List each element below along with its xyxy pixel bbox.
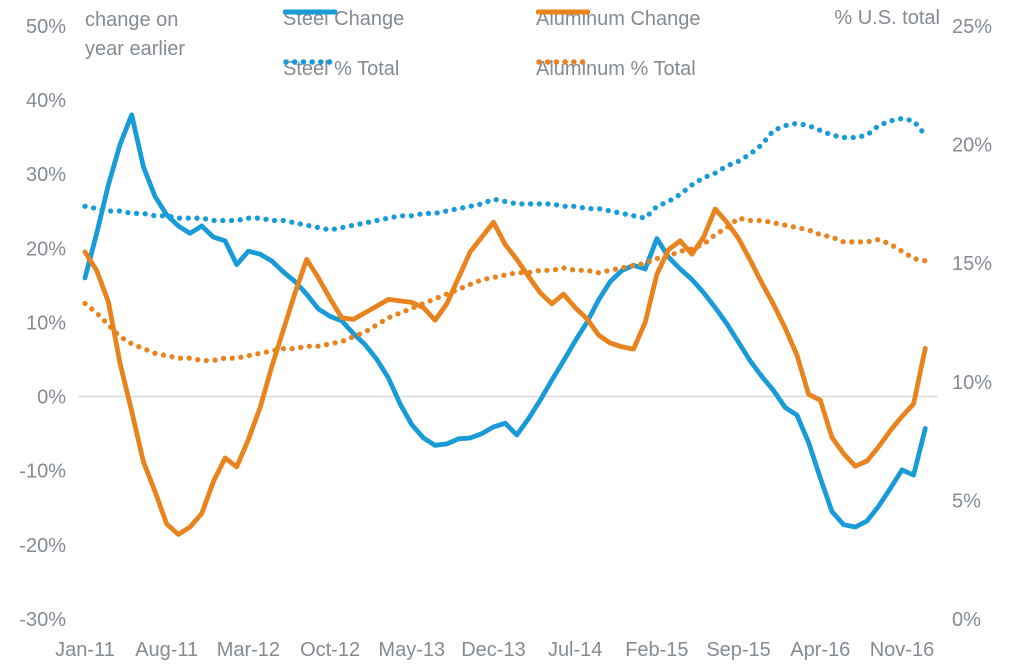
x-axis-tick-label: Sep-15 <box>706 639 771 661</box>
x-axis-tick-label: Nov-16 <box>870 639 934 661</box>
x-axis-tick-label: Dec-13 <box>461 639 525 661</box>
y-axis-left-tick-label: 30% <box>26 164 66 186</box>
x-axis-tick-label: May-13 <box>378 639 445 661</box>
y-axis-right-tick-label: 5% <box>952 490 981 512</box>
y-axis-left-tick-label: 10% <box>26 312 66 334</box>
x-axis-tick-label: Jan-11 <box>55 639 115 661</box>
series-line-steel-change <box>82 112 928 530</box>
x-axis-tick-label: Apr-16 <box>790 639 850 661</box>
aluminum-change-solid-line-swatch-icon <box>536 9 590 15</box>
y-axis-left-tick-label: 0% <box>37 387 66 409</box>
legend-item-steel-pct-total: Steel % Total <box>283 58 399 81</box>
series-line-steel-total <box>82 115 928 233</box>
left-axis-note-line2: year earlier <box>85 38 186 60</box>
y-axis-left-tick-label: -20% <box>19 535 66 557</box>
y-axis-right-tick-label: 0% <box>952 609 981 631</box>
right-axis-note: % U.S. total <box>834 7 940 29</box>
x-axis-tick-label: Jul-14 <box>548 639 602 661</box>
series-line-aluminum-change <box>82 206 928 537</box>
left-axis-note: change on year earlier <box>85 6 185 64</box>
steel-pct-dotted-line-swatch-icon <box>283 59 337 65</box>
y-axis-right-tick-label: 20% <box>952 135 992 157</box>
y-axis-left-tick-label: -30% <box>19 609 66 631</box>
y-axis-left-tick-label: 50% <box>26 16 66 38</box>
left-axis-note-line1: change on <box>85 9 179 31</box>
legend-item-aluminum-pct-total: Aluminum % Total <box>536 58 696 81</box>
x-axis-tick-label: Mar-12 <box>217 639 280 661</box>
y-axis-right-tick-label: 25% <box>952 16 992 38</box>
x-axis-tick-label: Feb-15 <box>625 639 688 661</box>
y-axis-left-tick-label: 20% <box>26 238 66 260</box>
y-axis-right-tick-label: 10% <box>952 372 992 394</box>
x-axis-tick-label: Oct-12 <box>300 639 360 661</box>
series-line-aluminum-total <box>82 215 928 364</box>
legend-item-aluminum-change: Aluminum Change <box>536 8 701 31</box>
y-axis-right-tick-label: 15% <box>952 253 992 275</box>
legend-item-steel-change: Steel Change <box>283 8 404 31</box>
x-axis-tick-label: Aug-11 <box>135 639 198 661</box>
aluminum-pct-dotted-line-swatch-icon <box>536 59 590 65</box>
steel-change-solid-line-swatch-icon <box>283 9 337 15</box>
y-axis-left-tick-label: -10% <box>19 461 66 483</box>
y-axis-left-tick-label: 40% <box>26 90 66 112</box>
